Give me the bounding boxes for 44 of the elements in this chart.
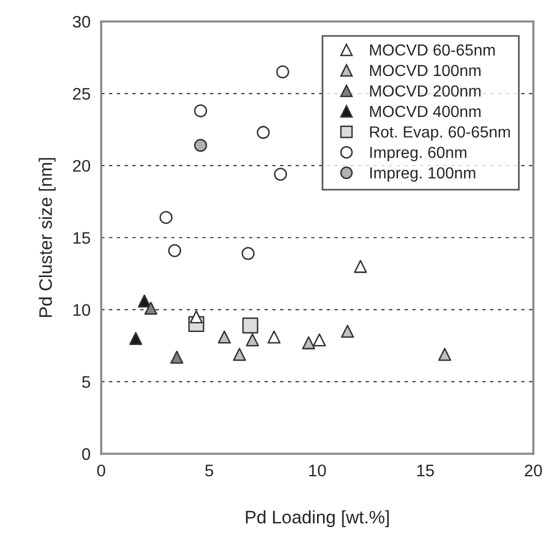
point xyxy=(276,65,290,78)
legend-label: MOCVD 100nm xyxy=(370,64,480,76)
point xyxy=(160,210,173,224)
point xyxy=(190,310,203,324)
x-tick-label: 20 xyxy=(524,464,542,476)
x-tick-label: 5 xyxy=(205,464,214,476)
point xyxy=(274,168,288,181)
legend-label: Impreg. 60nm xyxy=(370,146,466,162)
point xyxy=(302,336,316,350)
x-tick-label: 15 xyxy=(417,464,434,476)
point xyxy=(232,348,246,361)
point xyxy=(268,330,281,344)
y-tick-label: 30 xyxy=(72,16,90,28)
point xyxy=(194,138,208,152)
point xyxy=(129,332,142,345)
point xyxy=(170,350,184,364)
x-tick-label: 0 xyxy=(97,464,106,476)
point xyxy=(341,324,354,338)
point xyxy=(194,104,208,118)
point xyxy=(246,333,259,346)
point xyxy=(144,302,158,315)
point xyxy=(354,260,367,273)
point xyxy=(242,246,255,260)
point xyxy=(168,244,182,258)
legend-label: Impreg. 100nm xyxy=(370,167,476,182)
point xyxy=(242,318,258,334)
point xyxy=(438,348,452,361)
x-tick-label: 10 xyxy=(309,464,326,476)
y-tick-label: 15 xyxy=(74,232,90,244)
x-axis-title: Pd Loading [wt.%] xyxy=(246,510,389,528)
point xyxy=(218,330,231,344)
legend-label: MOCVD 60-65nm xyxy=(370,44,495,56)
y-axis-title: Pd Cluster size [nm] xyxy=(38,158,56,317)
point xyxy=(138,294,151,308)
y-tick-label: 25 xyxy=(73,88,90,100)
legend-label: Rot. Evap. 60-65nm xyxy=(370,126,510,141)
y-tick-label: 0 xyxy=(82,448,90,460)
point xyxy=(312,333,326,346)
legend-label: MOCVD 400nm xyxy=(370,106,480,118)
legend-label: MOCVD 200nm xyxy=(370,85,480,97)
y-tick-label: 10 xyxy=(74,304,90,316)
y-tick-label: 5 xyxy=(82,376,90,388)
y-tick-label: 20 xyxy=(73,160,90,172)
point xyxy=(256,126,270,139)
